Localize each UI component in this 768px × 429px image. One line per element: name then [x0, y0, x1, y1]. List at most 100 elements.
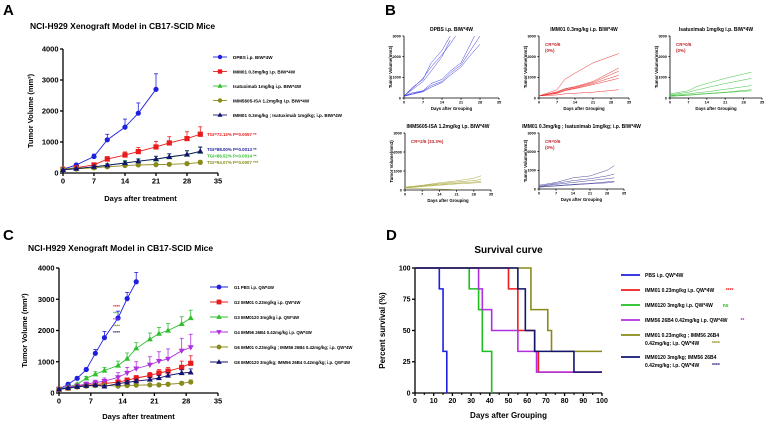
y-axis-label: Tumor Volume (mm³)	[20, 293, 29, 368]
y-axis-label: Tumor Volume(mm3)	[388, 45, 393, 88]
cr-label: CR=0/6	[545, 42, 561, 47]
x-tick-label: 21	[459, 100, 463, 104]
series-2	[538, 177, 615, 188]
y-tick-label: 4000	[42, 45, 59, 54]
data-point	[135, 110, 141, 116]
data-point	[165, 368, 171, 374]
data-point	[135, 158, 142, 164]
data-point	[92, 350, 98, 356]
cr-label: CR=0/6	[545, 139, 561, 144]
x-tick-label: 14	[121, 177, 130, 186]
series-line	[404, 182, 482, 189]
legend-label: IMM56 26B4 0.42mg/kg i.p. QW*4W	[645, 318, 728, 324]
x-axis-label: Days after treatment	[104, 194, 177, 203]
data-point	[115, 380, 122, 386]
y-tick-label: 2000	[393, 150, 401, 154]
tgi-annotation: TGI=88.00% P=0.0013 **	[207, 147, 257, 152]
series-2	[538, 70, 619, 97]
significance-label: ****	[712, 363, 720, 369]
series-0	[415, 267, 448, 393]
x-tick-label: 35	[760, 100, 764, 104]
series-line	[403, 40, 451, 97]
x-tick-label: 0	[403, 100, 405, 104]
series-line	[404, 179, 482, 188]
data-point	[122, 159, 128, 166]
significance-label: **	[740, 318, 744, 324]
data-point	[155, 374, 162, 381]
data-point	[187, 345, 194, 351]
y-tick-label: 0	[54, 169, 58, 178]
x-tick-label: 7	[556, 100, 558, 104]
chart-title: DPBS i.p. BIW*4W	[430, 27, 473, 33]
series-4	[538, 181, 615, 188]
series-2	[415, 267, 493, 393]
chart-title: NCI-H929 Xenograft Model in CB17-SCID Mi…	[28, 243, 213, 253]
chart-b2: IMM01 0.3mg/kg i.p. BIW*4W 0 7 14 21 28 35 0 100…	[523, 27, 631, 111]
series-line	[538, 177, 615, 188]
significance-stars: ****	[113, 317, 120, 322]
x-tick-label: 28	[741, 100, 745, 104]
chart-title: IMM01 0.3mg/kg ; Isatuximab 1mg/kg; i.p.…	[522, 124, 641, 130]
x-tick-label: 21	[588, 191, 592, 195]
y-tick-label: 1000	[392, 76, 400, 80]
legend-marker	[216, 330, 222, 335]
data-point	[165, 381, 171, 387]
legend-label: Isatuximab 1mg/kg i.p. BIW*4W	[233, 84, 302, 89]
x-tick-label: 21	[454, 192, 458, 196]
panel-letter-d: D	[386, 227, 397, 244]
x-axis-label: Days after Grouping	[561, 197, 603, 202]
x-tick-label: 7	[421, 192, 423, 196]
data-point	[133, 375, 139, 381]
series-line	[669, 78, 752, 96]
x-tick-label: 14	[573, 100, 578, 104]
series-4	[415, 267, 602, 353]
significance-label: ns	[723, 303, 729, 309]
data-point	[153, 144, 159, 150]
x-tick-label: 21	[152, 177, 160, 186]
series-0	[403, 35, 451, 97]
series-5	[56, 368, 194, 392]
panel-letter-b: B	[385, 2, 396, 19]
x-axis-label: Days after Grouping	[431, 106, 473, 111]
series-line	[403, 35, 475, 97]
series-4	[404, 187, 457, 190]
x-tick-label: 80	[561, 398, 569, 405]
legend-label: IMM5605-ISA 1.2mg/kg i.p. BIW*4W	[233, 98, 310, 103]
data-point	[165, 327, 172, 333]
cr-label: CR=2/6 (33.3%)	[411, 139, 444, 144]
x-tick-label: 0	[538, 100, 540, 104]
x-tick-label: 7	[422, 100, 424, 104]
series-0	[669, 71, 752, 95]
data-point	[166, 153, 173, 159]
series-line	[62, 150, 201, 171]
data-point	[122, 152, 128, 158]
cr-label: (0%)	[545, 145, 555, 150]
legend-label: 0.42mg/kg; i.p. QW*4W	[645, 363, 699, 369]
x-tick-label: 7	[92, 177, 96, 186]
y-axis-label: Tumor Volume (mm³)	[26, 73, 35, 148]
series-0	[538, 165, 615, 186]
x-tick-label: 0	[404, 192, 406, 196]
data-point	[92, 382, 99, 388]
data-point	[188, 360, 194, 366]
data-point	[156, 370, 162, 376]
y-tick-label: 75	[403, 297, 411, 304]
y-tick-label: 0	[665, 96, 667, 100]
series-line	[62, 162, 201, 171]
data-point	[133, 279, 139, 285]
legend-marker	[216, 344, 222, 350]
data-point	[179, 364, 185, 370]
x-tick-label: 10	[430, 398, 438, 405]
data-point	[178, 320, 185, 327]
survival-step-line	[415, 267, 493, 393]
data-point	[74, 375, 80, 381]
data-point	[184, 161, 190, 167]
x-tick-label: 21	[591, 100, 595, 104]
series-3	[538, 180, 615, 188]
series-1	[538, 67, 619, 97]
y-tick-label: 1000	[38, 357, 55, 366]
cr-label: (0%)	[676, 48, 686, 53]
data-point	[104, 137, 110, 143]
x-tick-label: 35	[489, 192, 493, 196]
x-tick-label: 21	[723, 100, 727, 104]
